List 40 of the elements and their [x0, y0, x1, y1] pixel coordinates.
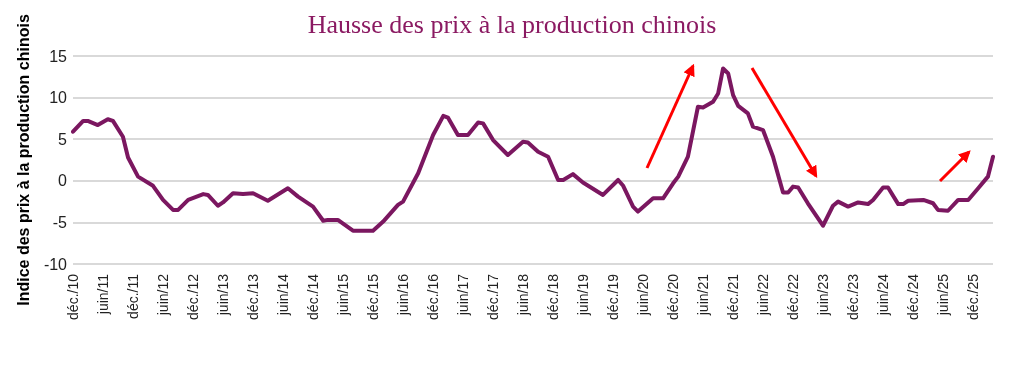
chart-title: Hausse des prix à la production chinois	[307, 9, 717, 39]
x-tick-label: déc./25	[965, 273, 982, 320]
y-tick-label: 5	[58, 130, 68, 148]
x-tick-label: juin/24	[875, 273, 892, 317]
x-tick-label: juin/16	[395, 273, 412, 317]
y-axis-title: Indice des prix à la production chinois	[15, 14, 33, 306]
x-tick-label: déc./14	[305, 273, 322, 320]
x-tick-label: juin/18	[514, 273, 531, 317]
x-tick-label: juin/25	[935, 273, 952, 317]
x-tick-label: déc./19	[605, 273, 622, 320]
x-tick-label: juin/19	[574, 273, 591, 317]
x-tick-label: déc./15	[364, 273, 381, 320]
y-tick-label: -10	[43, 255, 68, 273]
x-tick-label: déc./24	[905, 273, 922, 320]
x-tick-label: déc./21	[725, 273, 742, 320]
x-tick-label: juin/20	[635, 273, 652, 317]
x-tick-label: juin/14	[274, 273, 291, 317]
x-tick-label: juin/12	[155, 273, 172, 317]
x-tick-label: juin/22	[755, 273, 771, 317]
x-tick-label: déc./17	[485, 273, 502, 320]
x-tick-label: déc./16	[425, 273, 442, 320]
x-tick-label: juin/11	[94, 273, 111, 316]
y-tick-label: -5	[52, 213, 68, 231]
x-tick-label: juin/17	[455, 273, 472, 317]
y-tick-label: 10	[49, 89, 68, 107]
x-tick-label: déc./22	[785, 273, 802, 320]
x-tick-label: déc./11	[124, 273, 141, 319]
x-tick-label: déc./10	[65, 273, 81, 320]
x-tick-label: juin/15	[334, 273, 351, 317]
y-tick-label: 15	[49, 47, 68, 65]
line-series	[71, 66, 995, 233]
x-tick-label: juin/13	[214, 273, 231, 317]
y-tick-label: 0	[58, 172, 68, 190]
x-tick-label: déc./18	[545, 273, 562, 320]
x-tick-label: juin/23	[814, 273, 831, 317]
x-tick-label: déc./12	[185, 273, 202, 320]
x-tick-label: juin/21	[695, 273, 712, 317]
x-tick-label: déc./20	[665, 273, 682, 320]
x-tick-label: déc./13	[245, 273, 262, 320]
x-tick-label: déc./23	[845, 273, 862, 320]
